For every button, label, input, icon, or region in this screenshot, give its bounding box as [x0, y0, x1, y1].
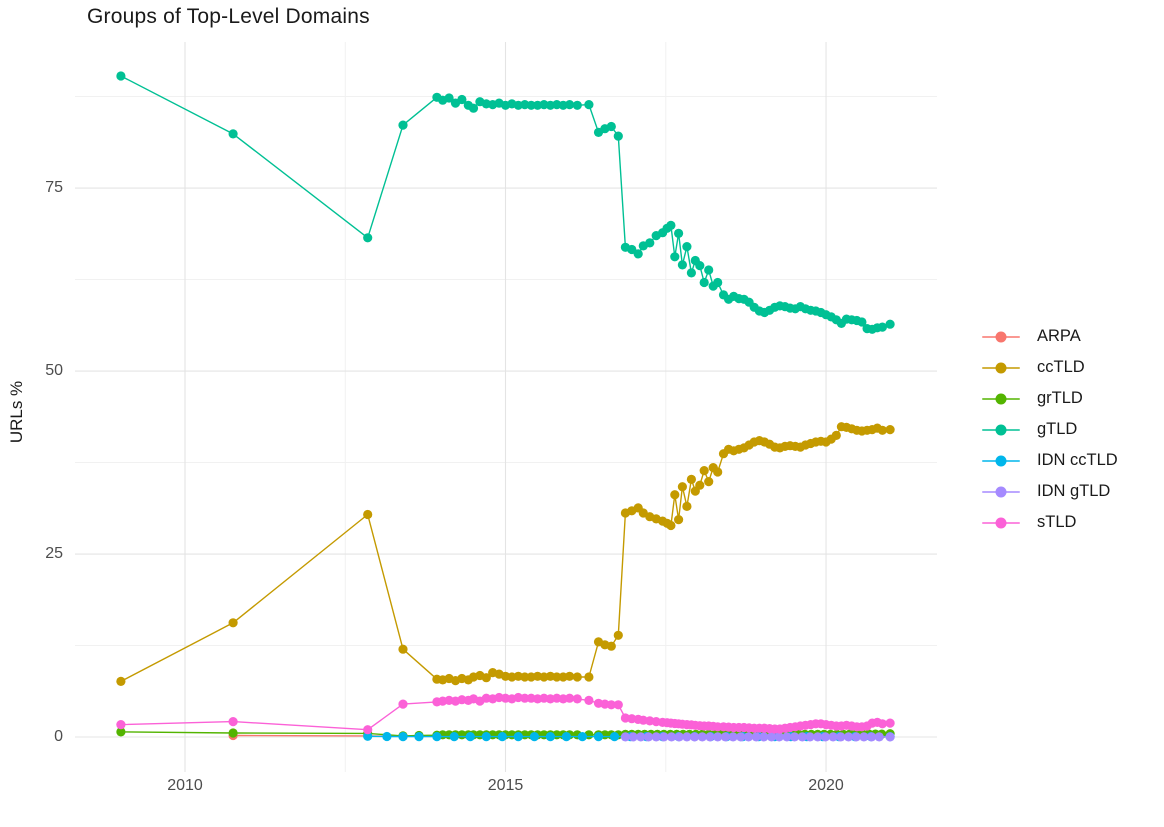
series-stld [116, 692, 895, 735]
legend-label: grTLD [1037, 389, 1083, 407]
y-tick-label: 75 [45, 179, 63, 197]
series-idn-gtld [620, 732, 895, 742]
legend: ARPA ccTLD grTLD gTLD IDN ccTLD IDN gTLD sTLD [982, 321, 1118, 538]
legend-item-idn-gtld: IDN gTLD [982, 476, 1118, 507]
legend-item-idn-cctld: IDN ccTLD [982, 445, 1118, 476]
y-tick-label: 0 [54, 728, 63, 745]
legend-item-gtld: gTLD [982, 414, 1118, 445]
series-gtld [116, 71, 895, 334]
x-tick-label: 2010 [167, 777, 203, 794]
legend-key-icon [982, 392, 1020, 406]
legend-label: IDN gTLD [1037, 482, 1111, 500]
legend-label: gTLD [1037, 420, 1078, 438]
legend-item-arpa: ARPA [982, 321, 1118, 352]
legend-label: ccTLD [1037, 358, 1085, 376]
x-tick-label: 2015 [487, 777, 524, 794]
legend-item-stld: sTLD [982, 507, 1118, 538]
legend-key-icon [982, 516, 1020, 530]
grid-major [75, 42, 937, 772]
legend-label: IDN ccTLD [1037, 451, 1118, 469]
legend-label: ARPA [1037, 327, 1081, 345]
legend-key-icon [982, 330, 1020, 344]
legend-key-icon [982, 485, 1020, 499]
series-cctld [116, 422, 895, 687]
legend-key-icon [982, 361, 1020, 375]
legend-key-icon [982, 423, 1020, 437]
chart-title: Groups of Top-Level Domains [87, 5, 370, 28]
legend-item-grtld: grTLD [982, 383, 1118, 414]
legend-label: sTLD [1037, 513, 1077, 531]
x-tick-label: 2020 [808, 777, 844, 794]
legend-item-cctld: ccTLD [982, 352, 1118, 383]
y-tick-label: 25 [45, 545, 63, 563]
y-tick-label: 50 [45, 362, 63, 380]
legend-key-icon [982, 454, 1020, 468]
